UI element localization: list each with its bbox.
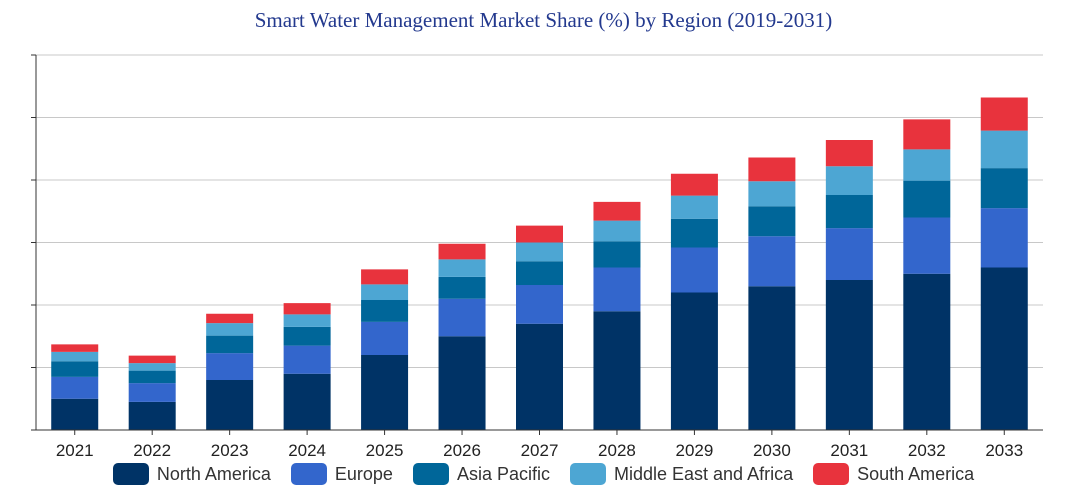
bar-segment-asia-pacific xyxy=(206,335,254,354)
bar-segment-north-america xyxy=(51,398,99,430)
legend-item: Asia Pacific xyxy=(412,463,550,485)
bar-segment-north-america xyxy=(206,380,254,430)
bar-segment-north-america xyxy=(903,273,951,430)
bar-segment-middle-east-and-africa xyxy=(670,195,718,219)
bar-segment-europe xyxy=(980,208,1028,268)
x-tick-label: 2024 xyxy=(288,441,326,460)
x-tick-label: 2027 xyxy=(521,441,559,460)
legend-label: North America xyxy=(156,463,271,484)
bar-segment-middle-east-and-africa xyxy=(51,351,99,362)
bar-segment-middle-east-and-africa xyxy=(438,259,486,277)
bar-segment-north-america xyxy=(670,292,718,430)
bar-segment-south-america xyxy=(361,269,409,285)
bar-segment-south-america xyxy=(593,201,641,221)
x-tick-label: 2021 xyxy=(56,441,94,460)
x-tick-label: 2028 xyxy=(598,441,636,460)
x-tick-label: 2032 xyxy=(908,441,946,460)
bar-segment-south-america xyxy=(825,140,873,167)
bar-segment-north-america xyxy=(980,267,1028,430)
axes xyxy=(31,54,1043,435)
bar-segment-middle-east-and-africa xyxy=(283,314,331,327)
bar-segment-south-america xyxy=(438,243,486,260)
bar-segment-north-america xyxy=(516,323,563,430)
legend-swatch xyxy=(569,463,606,485)
bar-segment-asia-pacific xyxy=(593,241,641,268)
bar-segment-south-america xyxy=(670,173,718,196)
bar-segment-europe xyxy=(748,236,796,287)
bar-segment-asia-pacific xyxy=(748,206,796,237)
bar-segment-north-america xyxy=(748,286,796,430)
bar-segment-asia-pacific xyxy=(51,361,99,377)
bar-segment-asia-pacific xyxy=(903,180,951,218)
bar-segment-europe xyxy=(825,228,873,280)
bar-segment-europe xyxy=(438,298,486,337)
bar-segment-south-america xyxy=(516,225,563,243)
bar-segment-north-america xyxy=(361,355,409,430)
bar-segment-south-america xyxy=(980,97,1028,131)
x-tick-label: 2022 xyxy=(133,441,171,460)
x-tick-label: 2031 xyxy=(830,441,868,460)
chart-title: Smart Water Management Market Share (%) … xyxy=(254,8,833,32)
bar-segment-middle-east-and-africa xyxy=(980,130,1028,169)
bar-segment-middle-east-and-africa xyxy=(128,363,176,371)
legend-label: Europe xyxy=(334,463,393,484)
bar-segment-south-america xyxy=(283,303,331,315)
x-tick-label: 2026 xyxy=(443,441,481,460)
bars xyxy=(51,97,1028,430)
bar-segment-south-america xyxy=(51,344,99,352)
bar-segment-middle-east-and-africa xyxy=(903,149,951,181)
bar-segment-europe xyxy=(903,217,951,274)
x-tick-label: 2030 xyxy=(753,441,791,460)
legend-label: South America xyxy=(857,463,975,484)
bar-segment-europe xyxy=(516,285,563,324)
legend-item: Europe xyxy=(290,463,393,485)
legend-swatch xyxy=(412,463,449,485)
bar-segment-europe xyxy=(206,353,254,380)
legend: North America Europe Asia Pacific Middle Ea… xyxy=(0,463,1087,485)
bar-segment-europe xyxy=(593,267,641,312)
x-tick-label: 2025 xyxy=(366,441,404,460)
bar-segment-south-america xyxy=(748,157,796,182)
bar-segment-asia-pacific xyxy=(128,370,176,384)
legend-swatch xyxy=(112,463,149,485)
bar-segment-south-america xyxy=(206,313,254,324)
bar-segment-north-america xyxy=(593,311,641,430)
bar-segment-south-america xyxy=(128,355,176,364)
bar-segment-north-america xyxy=(825,280,873,430)
bar-segment-europe xyxy=(670,247,718,293)
bar-segment-asia-pacific xyxy=(516,261,563,285)
bar-segment-europe xyxy=(361,321,409,355)
bar-segment-asia-pacific xyxy=(361,300,409,322)
legend-swatch xyxy=(813,463,850,485)
bar-segment-north-america xyxy=(128,401,176,430)
bar-segment-middle-east-and-africa xyxy=(825,166,873,195)
x-tick-labels: 2021 2022 2023 2024 2025 2026 2027 2028 2029 2030… xyxy=(56,441,1023,460)
legend-item: South America xyxy=(813,463,974,485)
bar-segment-asia-pacific xyxy=(283,326,331,346)
bar-segment-europe xyxy=(51,376,99,399)
legend-item: North America xyxy=(112,463,271,485)
bar-segment-europe xyxy=(283,345,331,374)
legend-swatch xyxy=(290,463,327,485)
bar-segment-middle-east-and-africa xyxy=(748,181,796,207)
bar-segment-middle-east-and-africa xyxy=(593,220,641,242)
legend-item: Middle East and Africa xyxy=(569,463,794,485)
bar-segment-asia-pacific xyxy=(670,218,718,248)
x-tick-label: 2023 xyxy=(211,441,249,460)
bar-segment-asia-pacific xyxy=(438,276,486,299)
legend-label: Middle East and Africa xyxy=(613,463,794,484)
bar-segment-asia-pacific xyxy=(825,195,873,229)
x-tick-label: 2033 xyxy=(985,441,1023,460)
x-tick-label: 2029 xyxy=(676,441,714,460)
bar-segment-middle-east-and-africa xyxy=(361,284,409,300)
bar-segment-north-america xyxy=(438,336,486,430)
bar-segment-north-america xyxy=(283,373,331,430)
legend-label: Asia Pacific xyxy=(456,463,550,484)
bar-segment-south-america xyxy=(903,119,951,150)
bar-segment-middle-east-and-africa xyxy=(206,323,254,336)
bar-segment-europe xyxy=(128,383,176,402)
bar-segment-asia-pacific xyxy=(980,168,1028,209)
bar-segment-middle-east-and-africa xyxy=(516,242,563,262)
